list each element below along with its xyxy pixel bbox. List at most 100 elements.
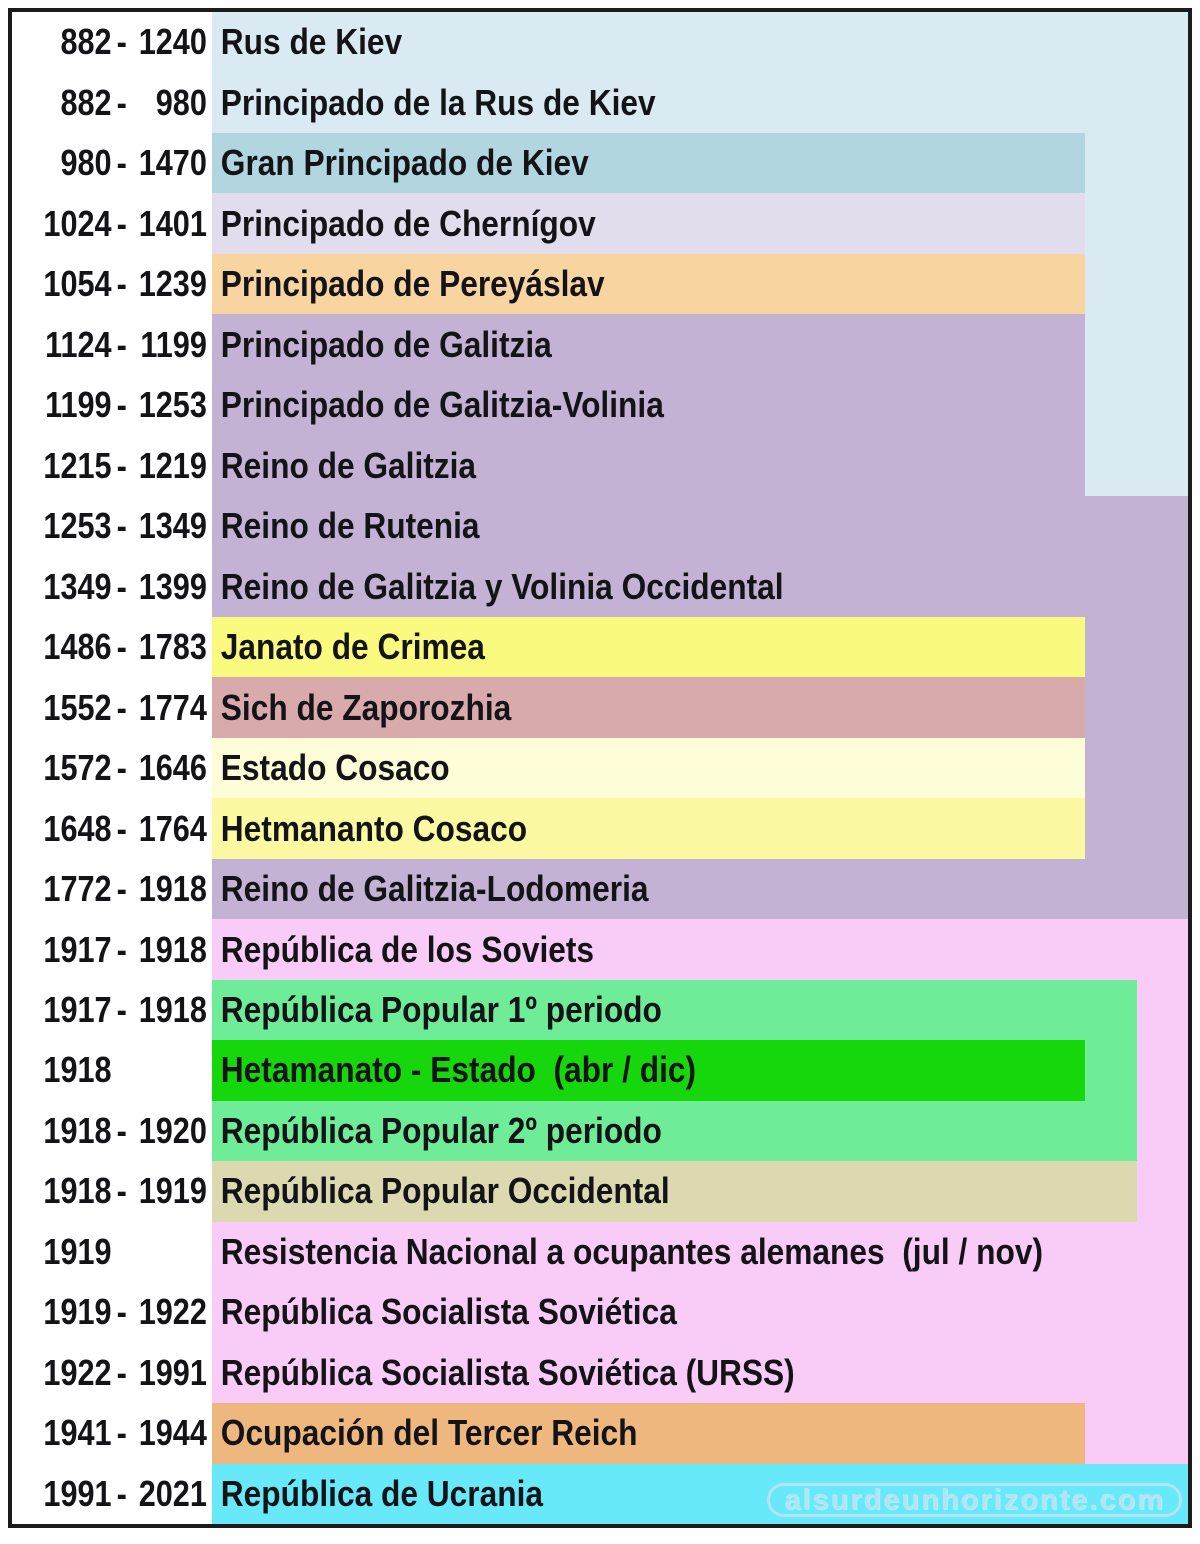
start-year: 1124: [45, 323, 112, 365]
date-range: 1486-1783: [12, 616, 212, 678]
period-label: República Popular 1º periodo: [220, 988, 662, 1030]
period-label: Estado Cosaco: [220, 747, 450, 789]
date-separator: -: [116, 81, 127, 123]
date-separator: -: [116, 21, 127, 63]
date-separator: -: [116, 384, 127, 426]
end-year: 1349: [138, 505, 207, 547]
timeline-row: 1648-1764 Hetmananto Cosaco: [12, 798, 1188, 859]
date-separator: -: [116, 1170, 127, 1212]
background-filler: [1085, 374, 1188, 436]
period-bar: Rus de Kiev: [212, 12, 1188, 73]
end-year: 1991: [138, 1351, 207, 1393]
timeline-row: 1919-1922 República Socialista Soviética: [12, 1282, 1188, 1343]
date-range: 1919: [12, 1221, 212, 1283]
start-year: 1572: [43, 747, 112, 789]
date-range: 1922-1991: [12, 1342, 212, 1404]
date-range: 1772-1918: [12, 858, 212, 920]
background-filler: [1085, 1040, 1137, 1101]
period-bar: República Popular 2º periodo: [212, 1100, 1137, 1162]
period-bar: Reino de Galitzia y Volinia Occidental: [212, 556, 1188, 617]
date-range: 1024-1401: [12, 193, 212, 254]
period-label: Principado de Galitzia-Volinia: [220, 384, 664, 426]
end-year: 1470: [138, 142, 207, 184]
date-range: 1941-1944: [12, 1403, 212, 1464]
end-year: 1919: [138, 1170, 207, 1212]
period-label: Rus de Kiev: [220, 21, 403, 63]
date-separator: -: [116, 626, 127, 668]
date-range: 1215-1219: [12, 435, 212, 496]
period-bar: República Popular Occidental: [212, 1161, 1137, 1222]
timeline-row: 1772-1918 Reino de Galitzia-Lodomeria: [12, 858, 1188, 920]
background-filler: [1085, 616, 1188, 678]
date-range: 1918-1919: [12, 1161, 212, 1222]
date-separator: -: [116, 1109, 127, 1151]
date-separator: -: [116, 202, 127, 244]
period-bar: Principado de Galitzia-Volinia: [212, 374, 1085, 436]
timeline-row: 1349-1399 Reino de Galitzia y Volinia Oc…: [12, 556, 1188, 617]
period-label: Janato de Crimea: [220, 626, 485, 668]
start-year: 1918: [43, 1049, 112, 1091]
start-year: 1772: [43, 868, 112, 910]
background-filler: [1085, 1403, 1188, 1464]
start-year: 882: [60, 21, 112, 63]
background-filler: [1085, 435, 1188, 496]
date-range: 1552-1774: [12, 677, 212, 738]
end-year: 1399: [138, 565, 207, 607]
period-bar: Principado de Chernígov: [212, 193, 1085, 254]
timeline-row: 1253-1349 Reino de Rutenia: [12, 495, 1188, 557]
timeline-row: 1215-1219 Reino de Galitzia: [12, 435, 1188, 496]
end-year: 2021: [138, 1472, 207, 1514]
timeline-row: 882-980 Principado de la Rus de Kiev: [12, 72, 1188, 133]
end-year: 1239: [138, 263, 207, 305]
start-year: 1919: [43, 1291, 112, 1333]
period-label: Principado de la Rus de Kiev: [220, 81, 656, 123]
end-year: 1918: [138, 988, 207, 1030]
date-range: 882-1240: [12, 12, 212, 73]
date-range: 1253-1349: [12, 495, 212, 557]
date-range: 1919-1922: [12, 1282, 212, 1343]
end-year: 980: [155, 81, 207, 123]
period-bar: República Socialista Soviética (URSS): [212, 1342, 1188, 1404]
end-year: 1918: [138, 868, 207, 910]
date-range: 1991-2021: [12, 1463, 212, 1525]
period-label: Hetamanato - Estado (abr / dic): [220, 1049, 697, 1091]
period-label: República Socialista Soviética (URSS): [220, 1351, 795, 1393]
date-separator: -: [116, 868, 127, 910]
end-year: 1253: [138, 384, 207, 426]
start-year: 1253: [43, 505, 112, 547]
start-year: 1199: [45, 384, 112, 426]
period-label: Principado de Pereyáslav: [220, 263, 605, 305]
date-range: 1917-1918: [12, 919, 212, 980]
period-label: Reino de Galitzia: [220, 444, 477, 486]
start-year: 1054: [43, 263, 112, 305]
start-year: 1917: [43, 928, 112, 970]
date-separator: -: [116, 323, 127, 365]
date-separator: -: [116, 444, 127, 486]
period-label: República de los Soviets: [220, 928, 595, 970]
period-bar: Sich de Zaporozhia: [212, 677, 1085, 738]
timeline-row: 1922-1991 República Socialista Soviética…: [12, 1342, 1188, 1404]
period-label: República Popular 2º periodo: [220, 1109, 662, 1151]
timeline-row: 1941-1944 Ocupación del Tercer Reich: [12, 1403, 1188, 1464]
period-bar: Estado Cosaco: [212, 737, 1085, 799]
date-separator: -: [116, 263, 127, 305]
timeline-row: 1486-1783 Janato de Crimea: [12, 616, 1188, 678]
period-label: Resistencia Nacional a ocupantes alemane…: [220, 1230, 1043, 1272]
background-filler: [1137, 1100, 1188, 1162]
date-separator: -: [116, 1412, 127, 1454]
date-range: 1648-1764: [12, 798, 212, 859]
period-bar: Principado de Galitzia: [212, 314, 1085, 375]
background-filler: [1137, 1161, 1188, 1222]
end-year: 1240: [138, 21, 207, 63]
start-year: 882: [60, 81, 112, 123]
date-separator: -: [116, 686, 127, 728]
start-year: 1917: [43, 988, 112, 1030]
background-filler: [1085, 314, 1188, 375]
end-year: 1401: [138, 202, 207, 244]
background-filler: [1137, 1040, 1188, 1101]
timeline-row: 1124-1199 Principado de Galitzia: [12, 314, 1188, 375]
date-range: 882-980: [12, 72, 212, 133]
period-label: República Popular Occidental: [220, 1170, 670, 1212]
period-label: Reino de Galitzia y Volinia Occidental: [220, 565, 784, 607]
date-range: 980-1470: [12, 132, 212, 194]
